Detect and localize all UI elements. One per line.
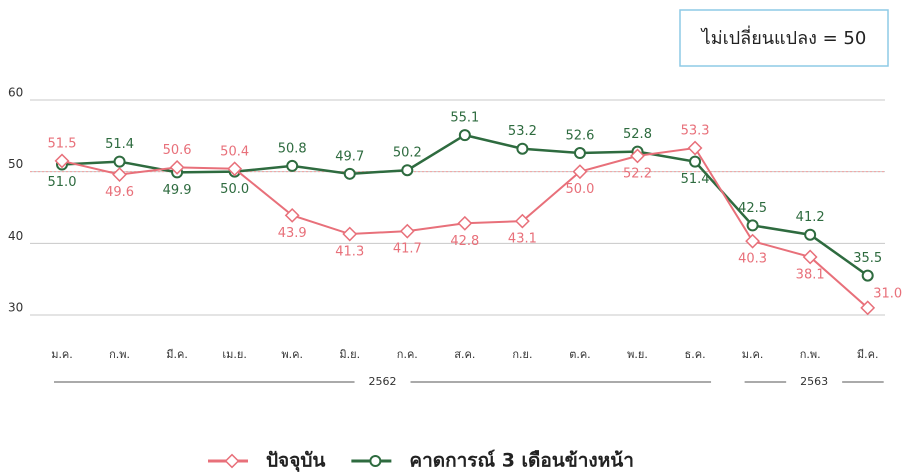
- x-tick-label: พ.ย.: [627, 348, 648, 361]
- legend-marker: [369, 455, 382, 467]
- x-tick-label: ส.ค.: [454, 348, 475, 361]
- data-label: 41.2: [796, 210, 825, 225]
- data-label: 52.8: [623, 127, 652, 142]
- annotation-box: [679, 9, 889, 67]
- marker: [689, 155, 702, 168]
- data-label: 50.0: [220, 182, 249, 197]
- y-tick-label: 40: [8, 229, 23, 243]
- marker: [860, 300, 876, 316]
- data-label: 50.0: [565, 182, 594, 197]
- x-tick-label: ก.พ.: [109, 348, 130, 361]
- data-label: 38.1: [796, 267, 825, 282]
- legend-marker: [224, 453, 240, 469]
- marker: [342, 226, 358, 242]
- marker: [861, 269, 874, 282]
- marker: [457, 215, 473, 231]
- data-label: 50.6: [163, 143, 192, 158]
- x-tick-label: มี.ค.: [166, 348, 188, 361]
- data-label: 43.1: [508, 232, 537, 247]
- data-label: 49.7: [335, 149, 364, 164]
- data-label: 42.8: [450, 234, 479, 249]
- x-tick-label: เม.ย.: [222, 348, 246, 361]
- x-tick-label: ธ.ค.: [685, 348, 706, 361]
- legend-label: ปัจจุบัน: [266, 450, 325, 473]
- y-tick-label: 50: [8, 157, 23, 171]
- data-label: 52.2: [623, 166, 652, 181]
- data-label: 49.9: [163, 183, 192, 198]
- data-label: 51.4: [105, 137, 134, 152]
- marker: [458, 129, 471, 142]
- marker: [227, 161, 243, 177]
- marker: [401, 164, 414, 177]
- x-tick-label: พ.ค.: [281, 348, 303, 361]
- marker: [343, 167, 356, 180]
- marker: [745, 233, 761, 249]
- marker: [802, 249, 818, 265]
- data-label: 49.6: [105, 185, 134, 200]
- marker: [399, 223, 415, 239]
- x-tick-label: ก.ย.: [512, 348, 532, 361]
- x-tick-label: ม.ค.: [51, 348, 73, 361]
- data-label: 51.5: [48, 136, 77, 151]
- marker: [804, 228, 817, 241]
- marker: [630, 148, 645, 164]
- legend-label: คาดการณ์ 3 เดือนข้างหน้า: [409, 450, 634, 472]
- data-label: 53.3: [681, 124, 710, 139]
- annotation: ไม่เปลี่ยนแปลง = 50: [700, 25, 867, 49]
- marker: [112, 167, 127, 182]
- marker: [572, 164, 588, 180]
- marker: [746, 219, 759, 232]
- marker: [113, 155, 126, 168]
- x-tick-label: มิ.ย.: [339, 348, 360, 361]
- marker: [169, 159, 185, 175]
- data-label: 50.2: [393, 146, 422, 161]
- data-label: 41.3: [335, 245, 364, 260]
- data-label: 55.1: [450, 111, 479, 126]
- marker: [286, 159, 299, 172]
- data-label: 52.6: [565, 129, 594, 144]
- x-tick-label: ต.ค.: [569, 348, 591, 361]
- data-label: 42.5: [738, 201, 767, 216]
- marker: [284, 207, 300, 223]
- data-label: 43.9: [278, 226, 307, 241]
- x-tick-label: ก.พ.: [800, 348, 821, 361]
- marker: [516, 142, 529, 155]
- data-label: 40.3: [738, 252, 767, 267]
- marker: [573, 147, 586, 160]
- data-label: 51.0: [48, 175, 77, 190]
- marker: [514, 213, 530, 229]
- data-label: 50.8: [278, 141, 307, 156]
- data-label: 41.7: [393, 242, 422, 257]
- data-label: 35.5: [853, 251, 882, 266]
- marker: [687, 140, 703, 156]
- data-label: 31.0: [873, 286, 902, 301]
- year-label: 2563: [800, 375, 828, 388]
- y-tick-label: 60: [8, 86, 23, 100]
- marker: [54, 153, 70, 169]
- data-label: 53.2: [508, 124, 537, 139]
- data-label: 50.4: [220, 144, 249, 159]
- x-tick-label: ก.ค.: [397, 348, 418, 361]
- x-tick-label: มี.ค.: [857, 348, 879, 361]
- x-tick-label: ม.ค.: [742, 348, 764, 361]
- year-label: 2562: [369, 375, 397, 388]
- data-label: 51.4: [681, 172, 710, 187]
- y-tick-label: 30: [8, 301, 23, 315]
